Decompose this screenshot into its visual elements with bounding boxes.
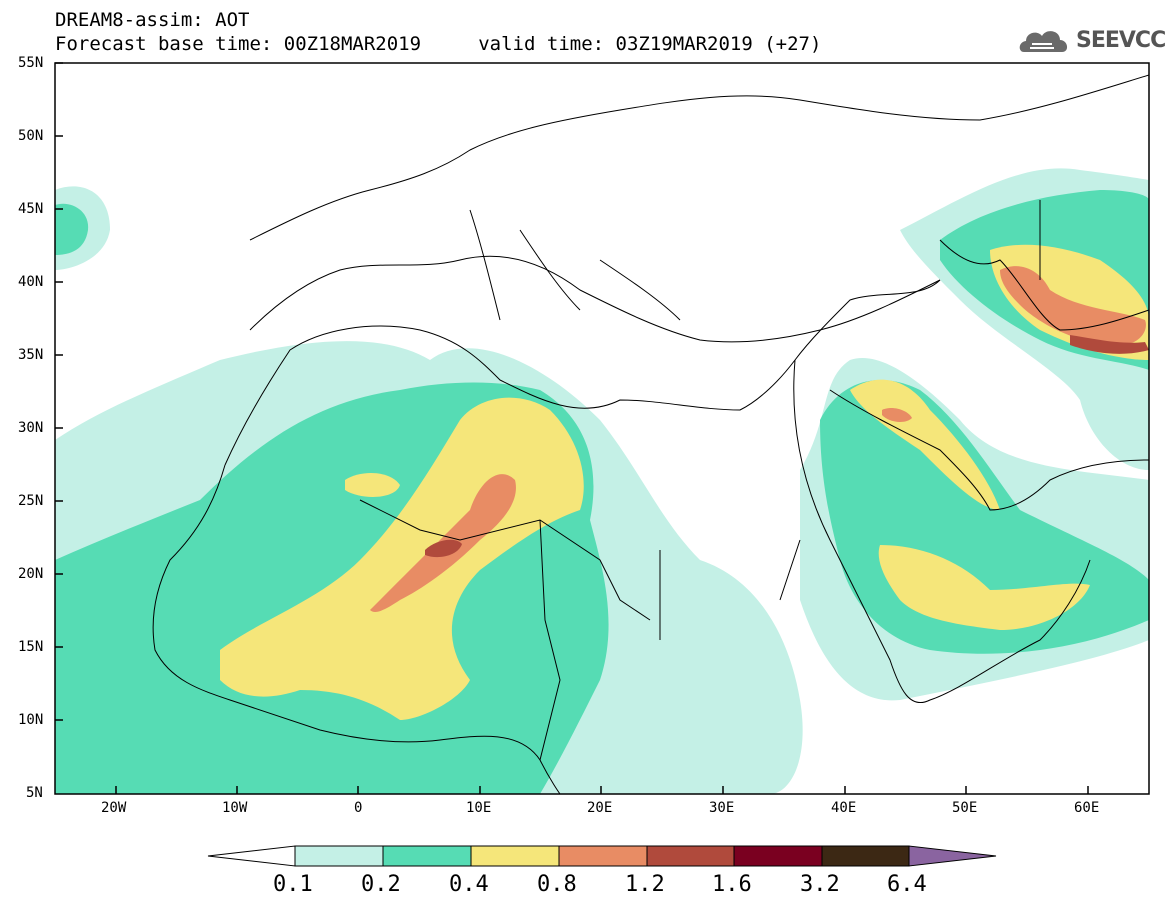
colorbar-label: 0.2	[361, 872, 401, 897]
aot-field	[55, 168, 1149, 794]
lon-label: 10W	[222, 800, 248, 816]
lat-label: 10N	[18, 712, 44, 728]
colorbar-label: 3.2	[800, 872, 840, 897]
lon-label: 60E	[1074, 800, 1100, 816]
lat-label: 35N	[18, 347, 44, 363]
lon-label: 0	[354, 800, 363, 816]
lat-label: 5N	[26, 785, 43, 801]
lat-label: 45N	[18, 201, 44, 217]
lon-label: 20E	[587, 800, 613, 816]
colorbar-label: 0.4	[449, 872, 489, 897]
colorbar-label: 0.8	[537, 872, 577, 897]
colorbar-label: 1.2	[625, 872, 665, 897]
lon-label: 40E	[831, 800, 857, 816]
colorbar-label: 1.6	[712, 872, 752, 897]
title-line-1: DREAM8-assim: AOT	[55, 9, 250, 31]
colorbar-label: 6.4	[887, 872, 927, 897]
cloud-logo-icon	[1019, 31, 1068, 52]
lat-label: 15N	[18, 639, 44, 655]
lat-label: 20N	[18, 566, 44, 582]
lon-label: 50E	[952, 800, 978, 816]
colorbar	[207, 845, 997, 867]
lon-label: 10E	[466, 800, 492, 816]
lat-label: 50N	[18, 128, 44, 144]
lat-label: 40N	[18, 274, 44, 290]
logo-text: SEEVCCC	[1076, 28, 1165, 53]
axis-ticks	[55, 62, 1089, 794]
lon-label: 30E	[709, 800, 735, 816]
coastlines	[152, 74, 1149, 794]
lat-label: 55N	[18, 55, 44, 71]
lon-label: 20W	[101, 800, 127, 816]
title-line-2: Forecast base time: 00Z18MAR2019 valid t…	[55, 33, 822, 55]
colorbar-label: 0.1	[273, 872, 313, 897]
lat-label: 30N	[18, 420, 44, 436]
lat-label: 25N	[18, 493, 44, 509]
